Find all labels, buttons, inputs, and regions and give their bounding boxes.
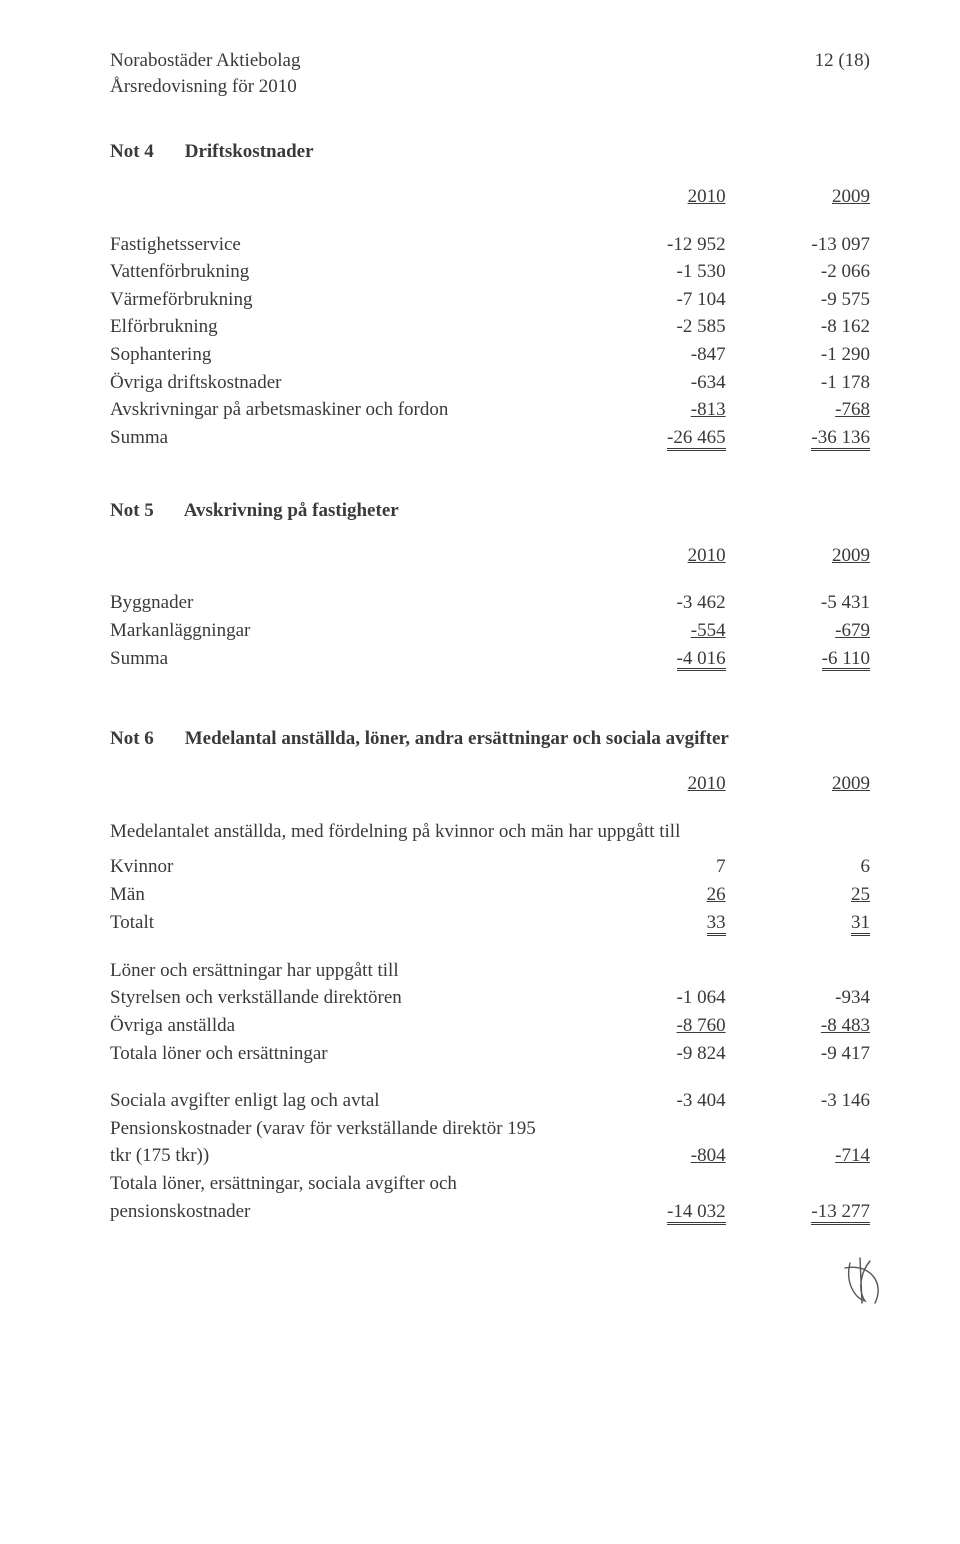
table-row: Avskrivningar på arbetsmaskiner och ford… [110,396,870,424]
table-row: Övriga driftskostnader-634-1 178 [110,369,870,397]
page-number: 12 (18) [815,48,870,99]
sum-row: pensionskostnader-14 032-13 277 [110,1198,870,1226]
sum-row: Summa-4 016-6 110 [110,645,870,673]
intro-row: Medelantalet anställda, med fördelning p… [110,818,870,846]
table-row: tkr (175 tkr))-804-714 [110,1142,870,1170]
year-2010: 2010 [688,186,726,207]
table-row: Sophantering-847-1 290 [110,341,870,369]
table-row: Byggnader-3 462-5 431 [110,589,870,617]
table-row: Vattenförbrukning-1 530-2 066 [110,258,870,286]
not4-table: 2010 2009 Fastighetsservice-12 952-13 09… [110,183,870,452]
signature-mark [110,1248,870,1308]
not4-title-text: Driftskostnader [185,141,314,162]
table-row: Styrelsen och verkställande direktören-1… [110,984,870,1012]
not5-table: 2010 2009 Byggnader-3 462-5 431 Markanlä… [110,542,870,673]
signature-icon [830,1253,900,1308]
company-name: Norabostäder Aktiebolag [110,48,300,74]
year-header-row: 2010 2009 [110,770,870,798]
not6-table: 2010 2009 Medelantalet anställda, med fö… [110,770,870,1226]
table-row: Pensionskostnader (varav för verkställan… [110,1115,870,1143]
sum-row: Summa-26 465-36 136 [110,424,870,452]
report-subtitle: Årsredovisning för 2010 [110,74,300,100]
not6-title: Not 6 Medelantal anställda, löner, andra… [110,726,870,752]
sum-row: Totalt3331 [110,909,870,937]
table-row: Värmeförbrukning-7 104-9 575 [110,286,870,314]
table-row: Fastighetsservice-12 952-13 097 [110,231,870,259]
table-row: Män2625 [110,881,870,909]
not6-note-label: Not 6 [110,726,180,752]
not5-title-text: Avskrivning på fastigheter [184,500,399,521]
page-header: Norabostäder Aktiebolag Årsredovisning f… [110,48,870,99]
year-header-row: 2010 2009 [110,183,870,211]
not4-title: Not 4 Driftskostnader [110,139,870,165]
table-row: Markanläggningar-554-679 [110,617,870,645]
loner-head-row: Löner och ersättningar har uppgått till [110,957,870,985]
table-row: Totala löner, ersättningar, sociala avgi… [110,1170,870,1198]
table-row: Totala löner och ersättningar-9 824-9 41… [110,1040,870,1068]
year-2009: 2009 [832,186,870,207]
not6-title-text: Medelantal anställda, löner, andra ersät… [185,728,729,749]
table-row: Sociala avgifter enligt lag och avtal-3 … [110,1087,870,1115]
not4-note-label: Not 4 [110,139,180,165]
table-row: Övriga anställda-8 760-8 483 [110,1012,870,1040]
not5-title: Not 5 Avskrivning på fastigheter [110,498,870,524]
table-row: Kvinnor76 [110,853,870,881]
year-header-row: 2010 2009 [110,542,870,570]
table-row: Elförbrukning-2 585-8 162 [110,313,870,341]
not5-note-label: Not 5 [110,498,180,524]
